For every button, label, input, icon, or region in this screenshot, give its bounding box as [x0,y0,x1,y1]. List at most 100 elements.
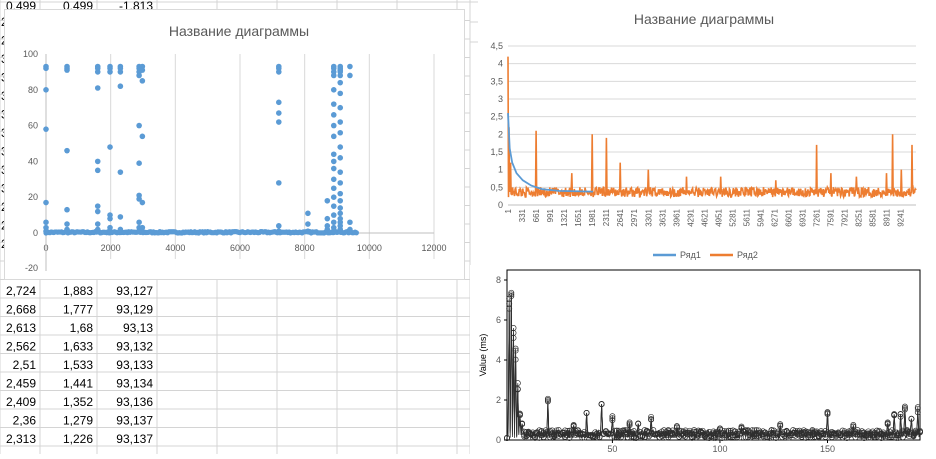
data-point [276,180,282,186]
y-tick-label: -20 [25,263,38,273]
x-tick-label: 661 [532,208,541,222]
data-point [330,158,337,165]
data-marker [532,433,538,440]
x-tick-label: 1 [504,208,513,213]
data-marker [895,430,902,437]
x-tick-label: 8000 [295,243,315,253]
data-marker [824,411,831,418]
data-marker [512,345,519,352]
data-marker [749,427,756,434]
data-point [330,112,337,118]
x-tick-label: 8581 [869,208,878,226]
data-point [330,203,337,209]
cell-value: 1,352 [63,395,93,409]
data-marker [622,427,629,434]
data-marker [854,427,861,434]
x-tick-label: 4291 [686,208,695,226]
data-point [94,221,101,227]
data-point [64,67,70,73]
data-marker [906,433,913,440]
data-marker [508,289,515,296]
line-chart[interactable]: Название диаграммы 0 0,5 1 1,5 2 2,5 3 3,5 4 4,5 1 3… [478,3,930,261]
data-marker [639,433,646,440]
data-marker [562,433,569,440]
x-tick-label: 12000 [421,243,446,253]
data-marker [742,428,749,435]
x-tick-label: 6601 [785,208,794,226]
x-tick-label: 5941 [756,208,765,226]
cell-value: 93,132 [116,340,153,354]
data-point [139,67,146,73]
data-marker [837,432,844,439]
data-marker [760,433,766,440]
data-point [276,69,282,75]
scatter-chart[interactable]: Название диаграммы 0 2000 4000 6000 8000 10000… [4,9,465,280]
x-tick-label: 9241 [897,208,906,226]
y-tick-label: 4,5 [490,41,503,51]
data-marker [633,434,640,441]
data-marker [850,423,857,430]
data-marker [549,430,556,437]
cell-value: 2,668 [6,303,36,317]
data-marker [691,427,698,434]
cell-value: 93,137 [116,432,153,446]
x-tick-label: 8911 [883,208,892,226]
data-point [107,144,113,150]
data-point [117,83,124,90]
data-point [94,167,101,174]
x-tick-label: 2311 [602,208,611,226]
x-tick-label: 4000 [165,243,185,253]
data-marker [609,417,616,424]
data-point [136,72,142,79]
data-marker [596,434,603,440]
data-marker [833,433,840,440]
data-point [64,147,70,154]
data-point [117,69,124,75]
data-marker [529,434,536,441]
data-point [330,122,337,129]
data-point [43,87,49,93]
cell-value: 1,279 [63,414,93,428]
data-marker [777,423,784,429]
data-marker [917,429,923,436]
data-marker [684,429,691,436]
y-tick-label: 80 [28,85,38,95]
data-point [337,228,344,235]
data-point [330,133,337,140]
data-point [139,224,146,231]
y-axis-title: Value (ms) [478,334,488,377]
y-tick-label: 4 [496,355,501,365]
cell-value: 93,136 [116,395,153,409]
data-point [330,228,337,235]
data-marker [841,428,848,435]
data-marker [738,424,745,431]
y-tick-label: 20 [28,192,38,202]
data-point [64,206,70,213]
data-point [64,228,70,235]
data-marker [613,427,620,434]
legend-label: Ряд1 [680,250,701,260]
data-marker [521,433,528,440]
data-point [330,151,337,158]
x-tick-label: 1981 [588,208,597,226]
data-marker [751,433,758,439]
x-tick-label: 100 [712,444,727,454]
plot-frame [506,269,921,441]
data-point [347,228,353,235]
x-tick-label: 6000 [230,243,250,253]
data-marker [798,433,805,440]
y-tick-label: 6 [496,315,501,325]
y-tick-label: 1 [498,165,503,175]
x-tick-label: 1651 [574,208,583,226]
data-point [94,85,101,91]
data-marker [889,432,895,438]
data-marker [607,430,614,437]
data-marker [732,428,738,435]
data-point [347,63,353,70]
data-point [136,228,142,235]
data-marker [557,431,564,438]
data-marker [676,433,683,440]
value-ms-chart[interactable]: 0 2 4 6 8 50 100 150 Value (ms) [470,265,936,454]
y-tick-label: 1,5 [490,147,503,157]
data-point [337,129,344,136]
